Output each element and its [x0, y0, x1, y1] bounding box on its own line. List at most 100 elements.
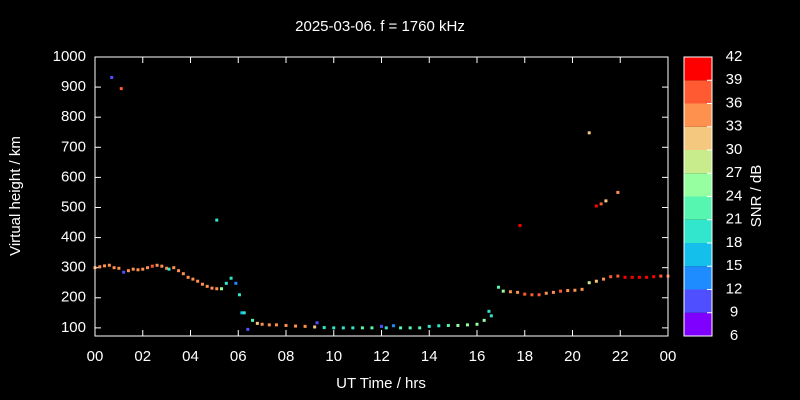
data-point: [587, 281, 591, 285]
data-point: [107, 263, 111, 267]
data-point: [200, 282, 204, 286]
chart-title: 2025-03-06. f = 1760 kHz: [295, 18, 465, 35]
data-point: [408, 326, 412, 330]
data-point: [399, 326, 403, 330]
data-point: [391, 324, 395, 328]
data-point: [566, 289, 570, 293]
y-tick-label: 300: [61, 259, 86, 276]
y-tick-label: 200: [61, 289, 86, 306]
colorbar-band: [684, 219, 712, 243]
colorbar-band: [684, 150, 712, 174]
data-point: [599, 202, 603, 206]
data-point: [103, 264, 107, 268]
data-point: [573, 288, 577, 292]
data-point: [370, 326, 374, 330]
data-point: [181, 272, 185, 276]
data-point: [205, 284, 209, 288]
colorbar-band: [684, 126, 712, 150]
x-tick-label: 00: [660, 348, 677, 365]
data-point: [229, 276, 233, 280]
data-point: [594, 204, 598, 208]
x-tick-label: 16: [469, 348, 486, 365]
data-point: [119, 87, 123, 91]
data-point: [146, 266, 150, 270]
colorbar-tick-label: 12: [726, 280, 743, 297]
colorbar-band: [684, 196, 712, 220]
data-point: [616, 190, 620, 194]
data-point: [544, 291, 548, 295]
data-point: [191, 277, 195, 281]
data-point: [177, 269, 181, 273]
data-point: [475, 322, 479, 326]
x-tick-label: 14: [421, 348, 438, 365]
data-point: [501, 289, 505, 293]
data-point: [630, 275, 634, 279]
x-tick-label: 04: [182, 348, 199, 365]
data-point: [215, 287, 219, 291]
data-point: [351, 326, 355, 330]
colorbar-band: [684, 312, 712, 336]
colorbar-band: [684, 103, 712, 127]
data-point: [267, 323, 271, 327]
data-point: [456, 323, 460, 327]
data-point: [652, 275, 656, 279]
data-point: [587, 131, 591, 135]
colorbar-tick-label: 36: [726, 94, 743, 111]
y-tick-label: 600: [61, 168, 86, 185]
data-point: [294, 324, 298, 328]
data-point: [117, 266, 121, 270]
colorbar-tick-label: 42: [726, 48, 743, 65]
y-tick-label: 100: [61, 319, 86, 336]
y-axis-label: Virtual height / km: [7, 136, 24, 256]
data-point: [112, 266, 116, 270]
data-point: [551, 290, 555, 294]
colorbar-tick-label: 21: [726, 211, 743, 228]
data-point: [215, 218, 219, 222]
data-point: [604, 199, 608, 203]
data-point: [126, 269, 130, 273]
data-point: [516, 290, 520, 294]
data-point: [260, 322, 264, 326]
data-point: [482, 318, 486, 322]
data-point: [234, 281, 238, 285]
colorbar-tick-label: 27: [726, 164, 743, 181]
data-point: [303, 324, 307, 328]
y-tick-label: 900: [61, 78, 86, 95]
y-tick-label: 1000: [53, 48, 86, 65]
data-point: [110, 75, 114, 79]
data-point: [167, 267, 171, 271]
data-point: [160, 264, 164, 268]
x-tick-label: 20: [564, 348, 581, 365]
data-point: [518, 224, 522, 228]
data-point: [496, 285, 500, 289]
data-point: [242, 311, 246, 315]
colorbar-tick-label: 24: [726, 187, 743, 204]
data-point: [255, 321, 259, 325]
x-tick-label: 02: [134, 348, 151, 365]
colorbar-band: [684, 289, 712, 313]
y-tick-label: 700: [61, 138, 86, 155]
colorbar-tick-label: 39: [726, 71, 743, 88]
data-point: [172, 266, 176, 270]
colorbar-label: SNR / dB: [748, 165, 765, 228]
x-tick-label: 08: [278, 348, 295, 365]
data-point: [315, 321, 319, 325]
data-point: [131, 267, 135, 271]
data-point: [537, 293, 541, 297]
colorbar-tick-label: 18: [726, 234, 743, 251]
colorbar-band: [684, 173, 712, 197]
data-point: [274, 323, 278, 327]
y-tick-label: 800: [61, 108, 86, 125]
x-tick-label: 10: [325, 348, 342, 365]
colorbar-tick-label: 15: [726, 257, 743, 274]
data-point: [141, 267, 145, 271]
data-point: [659, 274, 663, 278]
data-point: [186, 275, 190, 279]
data-point: [220, 287, 224, 291]
data-point: [251, 318, 255, 322]
x-tick-label: 18: [516, 348, 533, 365]
data-point: [418, 326, 422, 330]
y-tick-label: 500: [61, 198, 86, 215]
